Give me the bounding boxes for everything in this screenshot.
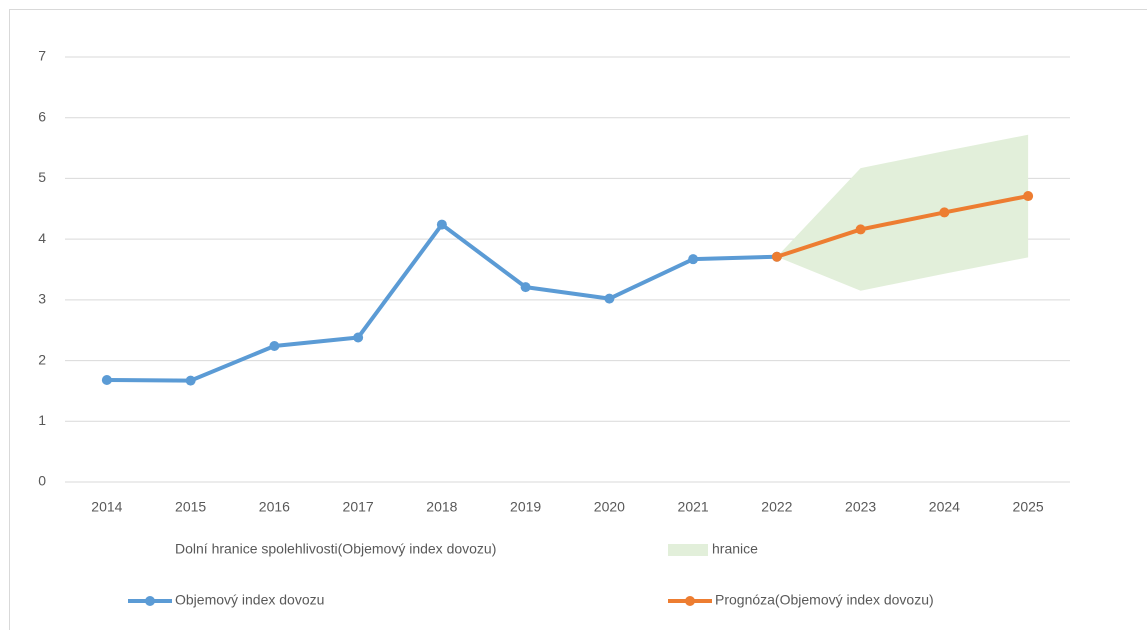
y-tick-label: 5: [38, 169, 46, 185]
x-tick-label: 2025: [1013, 499, 1044, 515]
area: [777, 257, 1028, 482]
y-tick-label: 0: [38, 473, 46, 489]
marker: [771, 251, 782, 262]
area: [776, 134, 1029, 291]
marker: [520, 282, 531, 293]
marker: [101, 375, 112, 385]
legend-swatch: [668, 544, 708, 556]
y-tick-label: 3: [38, 291, 46, 307]
marker: [688, 254, 699, 265]
marker: [269, 341, 280, 351]
legend-label: Dolní hranice spolehlivosti(Objemový ind…: [175, 541, 496, 557]
x-tick-label: 2017: [343, 499, 374, 515]
y-tick-label: 4: [38, 230, 46, 246]
legend-marker: [145, 596, 155, 606]
x-tick-label: 2021: [678, 499, 709, 515]
line: [776, 194, 1029, 259]
x-tick-label: 2019: [510, 499, 541, 515]
marker: [185, 375, 196, 386]
legend-label: Prognóza(Objemový index dovozu): [715, 592, 934, 608]
marker: [604, 293, 615, 304]
x-tick-label: 2020: [594, 499, 625, 515]
legend-marker: [685, 596, 695, 606]
legend-label: Objemový index dovozu: [175, 592, 324, 608]
line: [106, 222, 777, 383]
marker: [436, 219, 447, 230]
x-tick-label: 2023: [845, 499, 876, 515]
x-tick-label: 2014: [91, 499, 122, 515]
legend-label: hranice: [712, 541, 758, 557]
x-tick-label: 2016: [259, 499, 290, 515]
y-tick-label: 2: [38, 351, 46, 367]
marker: [353, 332, 364, 343]
marker: [1023, 191, 1034, 202]
x-tick-label: 2015: [175, 499, 206, 515]
marker: [939, 207, 950, 218]
x-tick-label: 2022: [761, 499, 792, 515]
y-tick-label: 6: [38, 108, 46, 124]
x-tick-label: 2024: [929, 499, 960, 515]
y-tick-label: 1: [38, 412, 46, 428]
y-tick-label: 7: [38, 48, 46, 64]
chart-border: [9, 9, 1147, 630]
x-tick-label: 2018: [426, 499, 457, 515]
marker: [855, 224, 866, 235]
